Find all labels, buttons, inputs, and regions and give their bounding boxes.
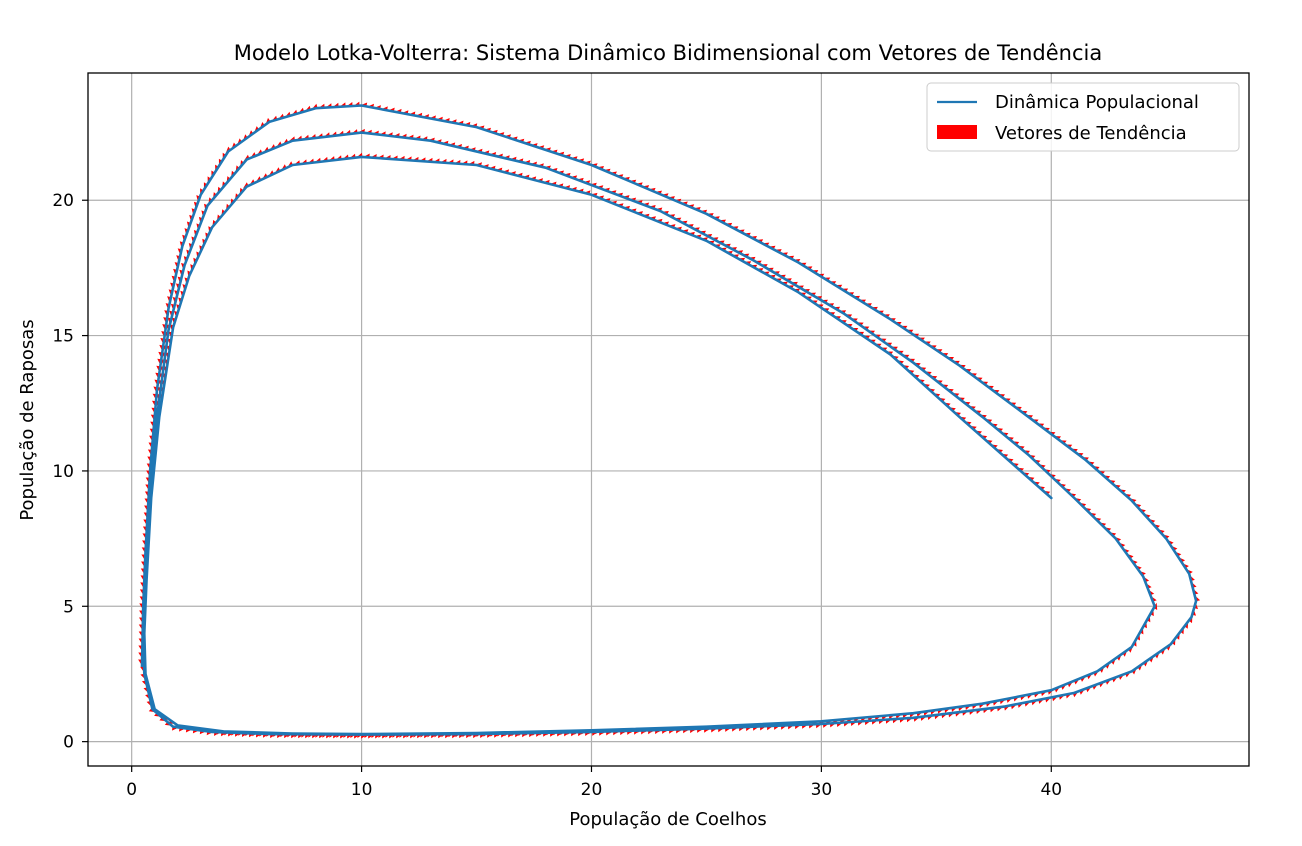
y-tick-label: 0 xyxy=(63,733,74,753)
x-tick-label: 40 xyxy=(1040,780,1062,800)
legend-label-dynamics: Dinâmica Populacional xyxy=(995,92,1199,113)
y-tick-label: 20 xyxy=(52,191,74,211)
plot-frame xyxy=(87,72,1250,767)
legend-box xyxy=(926,82,1240,152)
x-tick-label: 30 xyxy=(811,780,833,800)
legend-label-vectors: Vetores de Tendência xyxy=(995,123,1187,144)
series-line-dinamica-populacional xyxy=(140,104,1198,736)
legend-patch-swatch xyxy=(937,125,977,139)
trend-vector-arrow xyxy=(243,182,249,189)
y-tick-label: 5 xyxy=(63,597,74,617)
y-tick-label: 15 xyxy=(52,327,74,347)
x-tick-label: 0 xyxy=(126,780,137,800)
grid xyxy=(88,73,1249,766)
y-axis-label: População de Raposas xyxy=(17,319,38,520)
series-lines xyxy=(140,104,1198,736)
x-tick-label: 20 xyxy=(581,780,603,800)
axis-ticks: 0 10 20 30 40 0 5 10 15 20 xyxy=(52,191,1062,800)
x-tick-label: 10 xyxy=(351,780,373,800)
chart-title: Modelo Lotka-Volterra: Sistema Dinâmico … xyxy=(234,41,1103,65)
x-axis-label: População de Coelhos xyxy=(569,809,766,830)
legend: Dinâmica Populacional Vetores de Tendênc… xyxy=(926,82,1240,152)
y-tick-label: 10 xyxy=(52,462,74,482)
